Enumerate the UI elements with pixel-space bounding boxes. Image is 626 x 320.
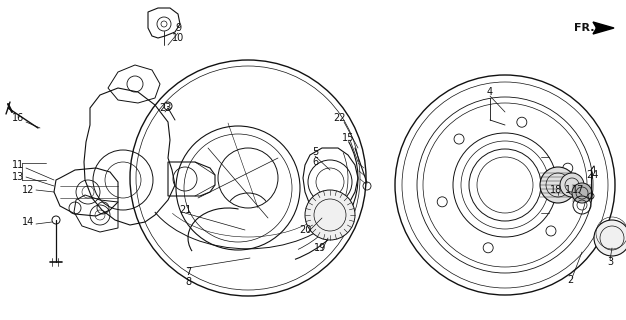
Text: 19: 19 bbox=[314, 243, 326, 253]
Text: 17: 17 bbox=[572, 185, 584, 195]
Text: 8: 8 bbox=[185, 277, 191, 287]
Text: 22: 22 bbox=[334, 113, 346, 123]
Text: 4: 4 bbox=[487, 87, 493, 97]
Text: 21: 21 bbox=[179, 205, 191, 215]
Text: 12: 12 bbox=[22, 185, 34, 195]
Circle shape bbox=[594, 220, 626, 256]
Text: 7: 7 bbox=[185, 267, 191, 277]
Polygon shape bbox=[593, 22, 614, 34]
Text: 11: 11 bbox=[12, 160, 24, 170]
Text: 14: 14 bbox=[22, 217, 34, 227]
Circle shape bbox=[540, 167, 576, 203]
Text: 13: 13 bbox=[12, 172, 24, 182]
Text: 2: 2 bbox=[567, 275, 573, 285]
Text: 23: 23 bbox=[159, 103, 171, 113]
Text: 1: 1 bbox=[565, 185, 571, 195]
Text: 3: 3 bbox=[607, 257, 613, 267]
Text: 24: 24 bbox=[586, 170, 598, 180]
Text: 6: 6 bbox=[312, 157, 318, 167]
Text: 9: 9 bbox=[175, 23, 181, 33]
Text: 16: 16 bbox=[12, 113, 24, 123]
Text: 10: 10 bbox=[172, 33, 184, 43]
Text: 20: 20 bbox=[299, 225, 311, 235]
Circle shape bbox=[560, 173, 584, 197]
Text: FR.: FR. bbox=[574, 23, 595, 33]
Circle shape bbox=[572, 183, 592, 203]
Text: 15: 15 bbox=[342, 133, 354, 143]
Text: 5: 5 bbox=[312, 147, 318, 157]
Circle shape bbox=[305, 190, 355, 240]
Text: 18: 18 bbox=[550, 185, 562, 195]
